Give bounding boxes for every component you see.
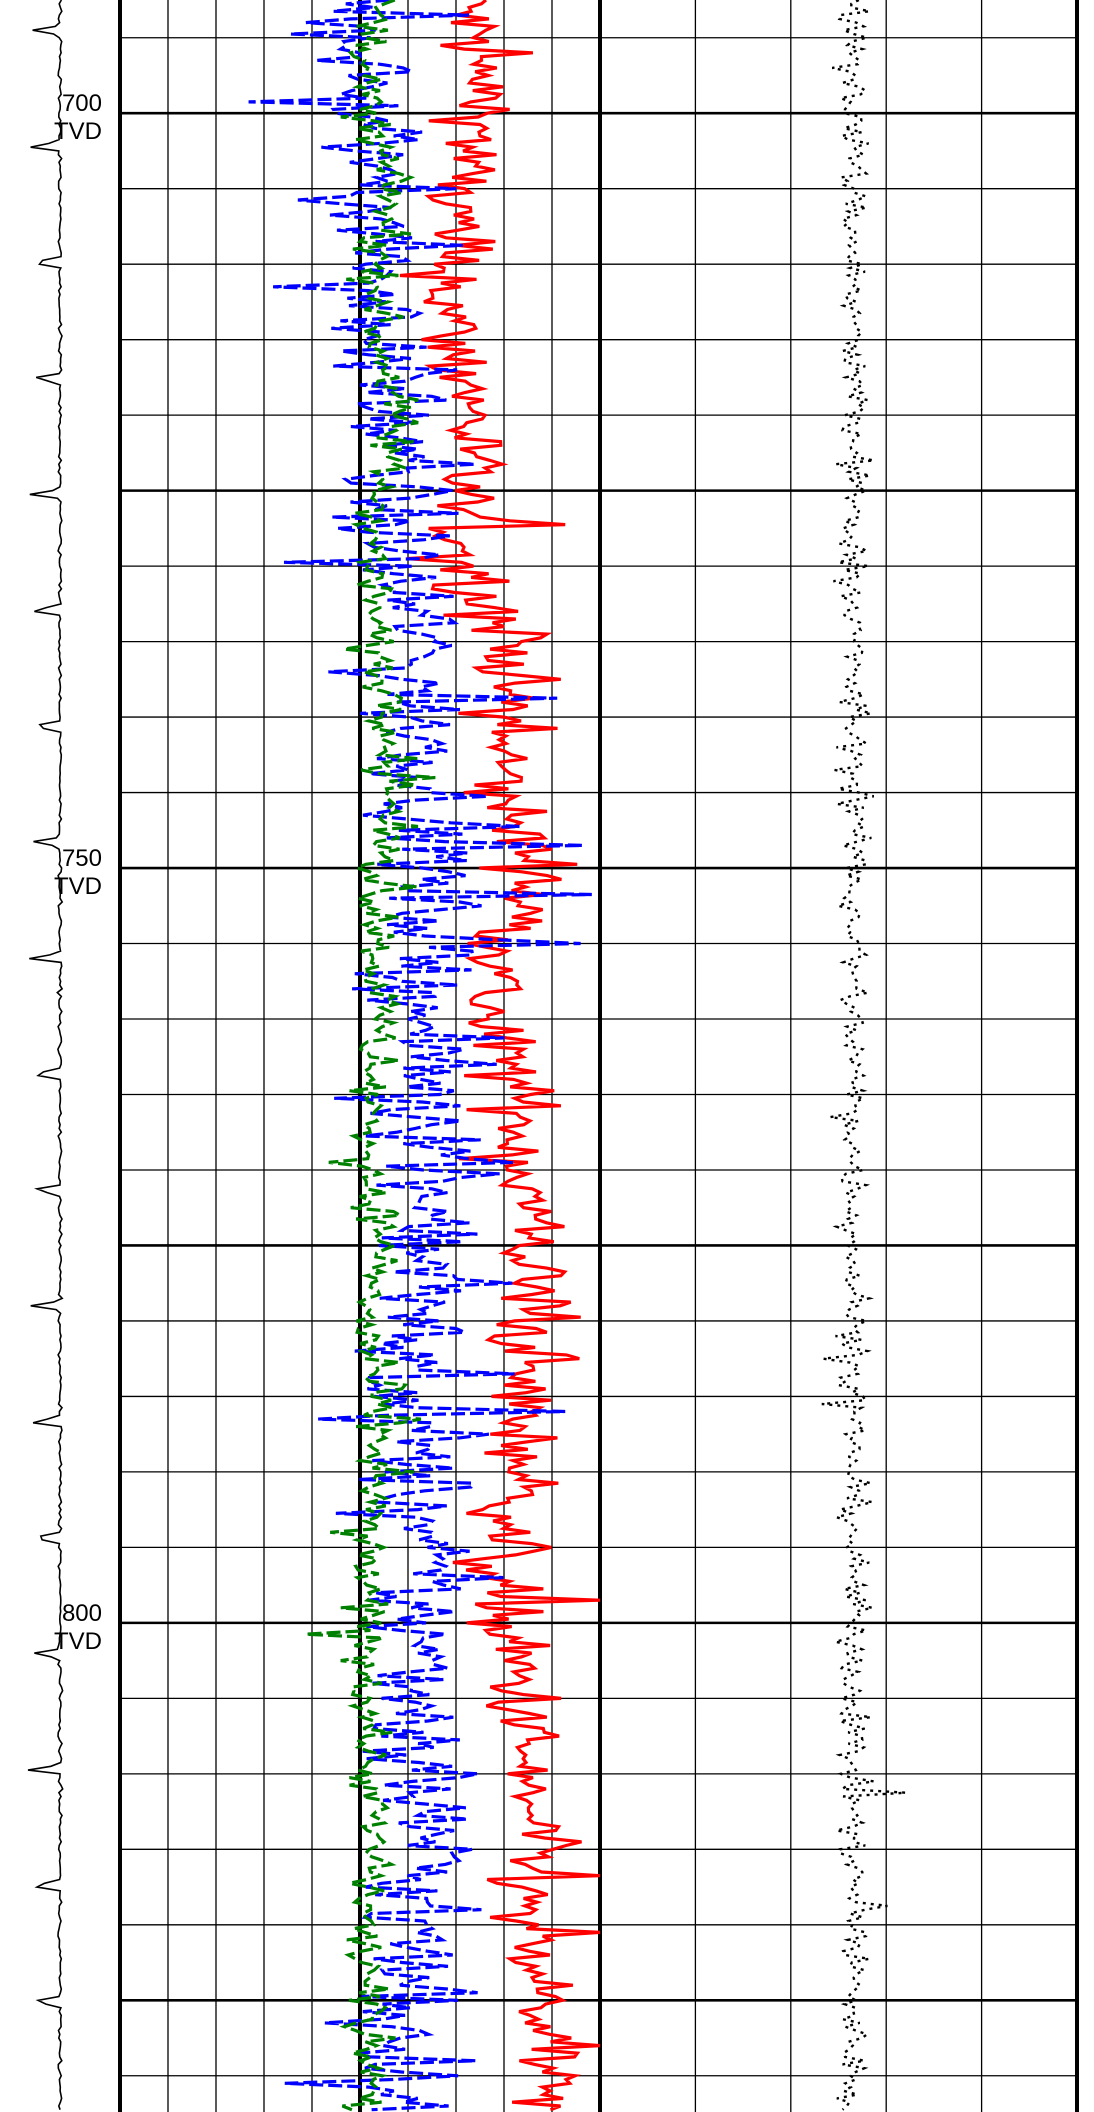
depth-track-curve [27,0,64,2110]
log-curves [27,0,906,2112]
depth-label-unit: TVD [54,118,102,145]
black-dotted-curve [821,0,906,2111]
depth-label-value: 800 [62,1600,102,1627]
depth-label-value: 750 [62,845,102,872]
grid [118,0,1079,2112]
blue-curve [248,0,592,2112]
red-curve [399,0,601,2112]
depth-label-unit: TVD [54,873,102,900]
depth-label-value: 700 [62,90,102,117]
depth-label-unit: TVD [54,1628,102,1655]
green-curve [305,0,436,2112]
